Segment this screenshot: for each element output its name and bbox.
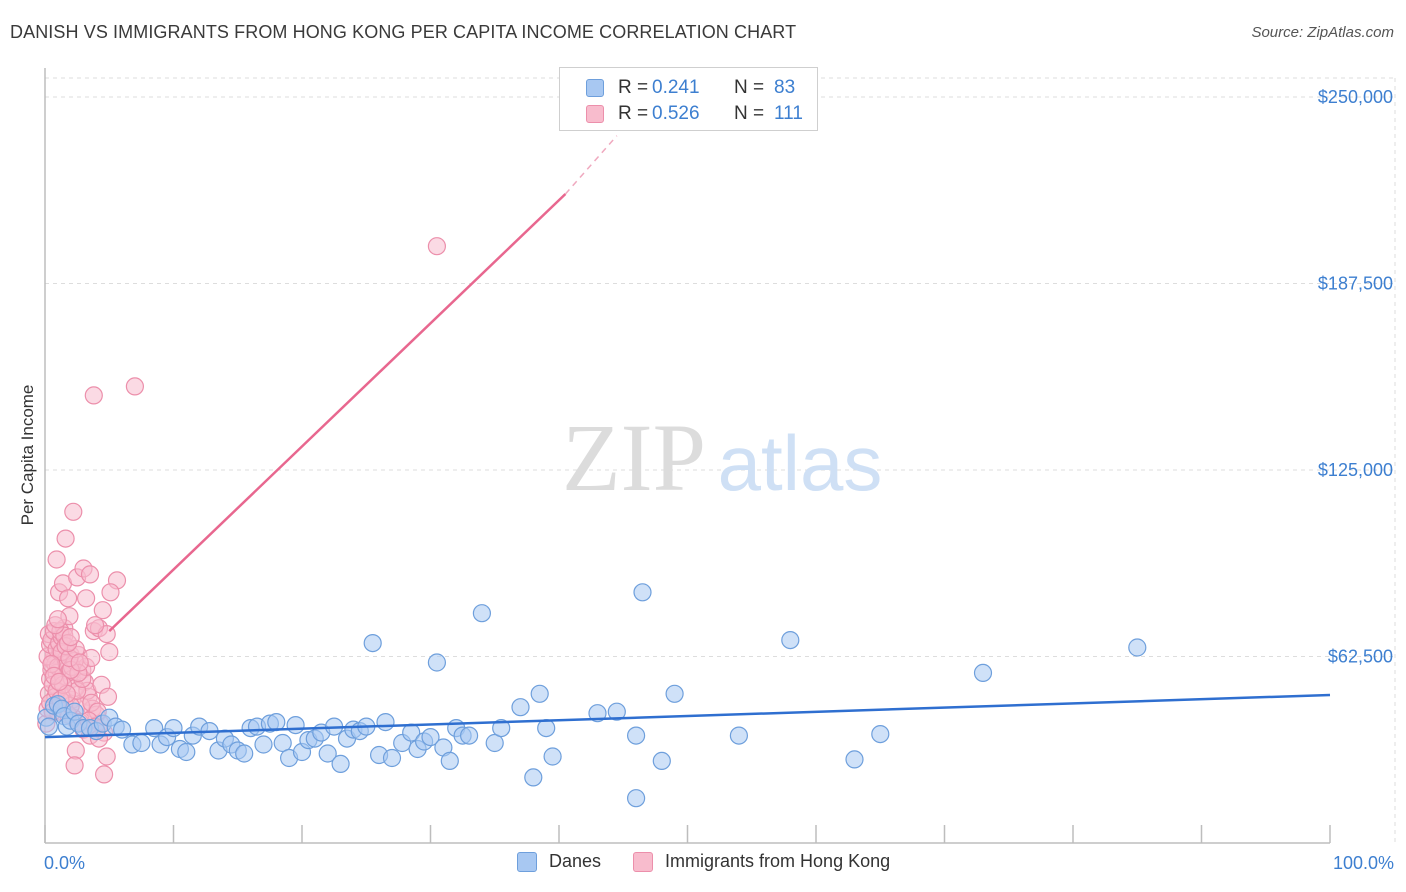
danes-point <box>376 712 395 732</box>
danes-point <box>363 633 382 653</box>
danes-n-value: 83 <box>774 77 796 98</box>
trend-lines <box>44 135 1331 739</box>
danes-point <box>633 583 652 602</box>
hong-kong-point <box>47 550 66 569</box>
hong-kong-point <box>56 529 75 548</box>
legend-item-hong-kong[interactable]: Immigrants from Hong Kong <box>633 851 890 872</box>
axes <box>44 68 1331 844</box>
danes-legend-swatch <box>517 851 537 872</box>
legend-row-danes: R = 0.241 N = 83 <box>586 76 814 100</box>
danes-point <box>871 724 890 744</box>
hong-kong-point <box>80 565 100 584</box>
legend-item-danes[interactable]: Danes <box>517 851 601 872</box>
hong-kong-point <box>85 616 105 635</box>
hong-kong-point <box>93 601 112 620</box>
watermark-zip: ZIP <box>562 404 706 511</box>
hong-kong-point <box>64 502 83 521</box>
danes-point <box>492 718 511 738</box>
hong-kong-trend-line <box>108 193 567 633</box>
danes-point <box>485 733 504 753</box>
hong-kong-n-value: 111 <box>774 103 803 124</box>
hong-kong-point <box>97 747 116 766</box>
data-points <box>37 237 1147 808</box>
danes-point <box>39 717 59 736</box>
hong-kong-point <box>101 583 120 602</box>
danes-point <box>973 663 993 683</box>
hong-kong-legend-swatch <box>633 851 654 872</box>
hong-kong-point <box>100 642 119 662</box>
danes-point <box>537 718 556 738</box>
series-legend: Danes Immigrants from Hong Kong <box>517 851 890 872</box>
hong-kong-swatch <box>586 105 604 123</box>
danes-point <box>286 715 305 735</box>
y-tick-label: $187,500 <box>1318 274 1393 294</box>
hong-kong-point <box>94 765 114 784</box>
danes-point <box>132 733 151 753</box>
hong-kong-point <box>58 589 78 608</box>
danes-point <box>331 754 350 774</box>
danes-point <box>543 747 562 766</box>
correlation-legend: R = 0.241 N = 83 R = 0.526 N = 111 <box>559 67 818 131</box>
danes-swatch <box>586 79 604 97</box>
danes-point <box>530 684 549 703</box>
r-label: R = <box>618 103 649 124</box>
danes-r-value: 0.241 <box>652 77 700 98</box>
danes-point <box>472 604 491 623</box>
danes-point <box>729 726 749 745</box>
hong-kong-legend-label: Immigrants from Hong Kong <box>665 851 891 871</box>
n-label: N = <box>734 103 765 124</box>
hong-kong-point <box>84 386 103 405</box>
hong-kong-r-value: 0.526 <box>652 103 700 124</box>
hong-kong-trend-extension <box>564 135 618 195</box>
danes-point <box>318 744 337 763</box>
danes-point <box>781 630 800 650</box>
danes-point <box>607 702 626 721</box>
y-tick-label: $125,000 <box>1318 460 1393 480</box>
y-tick-labels: $62,500 $125,000 $187,500 $250,000 <box>1318 87 1393 667</box>
danes-point <box>421 727 440 747</box>
danes-point <box>524 768 543 787</box>
hong-kong-point <box>70 653 89 672</box>
hong-kong-point <box>65 756 84 775</box>
danes-point <box>665 684 684 703</box>
x-tick-label-max: 100.0% <box>1332 853 1394 873</box>
chart-title: DANISH VS IMMIGRANTS FROM HONG KONG PER … <box>10 22 797 42</box>
hong-kong-point <box>76 589 96 608</box>
danes-point <box>588 704 607 723</box>
hong-kong-point <box>427 237 446 256</box>
y-tick-label: $250,000 <box>1318 87 1393 107</box>
hong-kong-point <box>61 627 80 647</box>
danes-point <box>427 653 446 672</box>
danes-point <box>511 698 530 717</box>
danes-point <box>382 748 402 768</box>
danes-point <box>652 751 671 771</box>
hong-kong-point <box>125 377 144 396</box>
watermark: ZIP atlas <box>562 404 882 511</box>
danes-point <box>235 744 254 763</box>
source-label: Source: ZipAtlas.com <box>1251 24 1394 41</box>
hong-kong-point <box>98 687 118 706</box>
r-label: R = <box>618 77 649 98</box>
danes-point <box>626 726 646 745</box>
danes-point <box>273 733 292 753</box>
danes-legend-label: Danes <box>549 851 602 871</box>
danes-trend-line <box>44 693 1331 739</box>
x-tick-label-min: 0.0% <box>44 853 86 873</box>
danes-point <box>254 735 273 754</box>
danes-point <box>626 789 646 808</box>
hong-kong-point <box>48 610 68 629</box>
danes-point <box>1128 638 1147 657</box>
danes-point <box>460 726 479 745</box>
watermark-atlas: atlas <box>718 419 883 507</box>
danes-point <box>440 751 459 771</box>
n-label: N = <box>734 77 765 98</box>
danes-point <box>845 750 864 769</box>
danes-point <box>177 742 196 762</box>
y-tick-label: $62,500 <box>1328 647 1393 667</box>
legend-row-hong-kong: R = 0.526 N = 111 <box>586 102 814 126</box>
hong-kong-point <box>49 672 69 692</box>
